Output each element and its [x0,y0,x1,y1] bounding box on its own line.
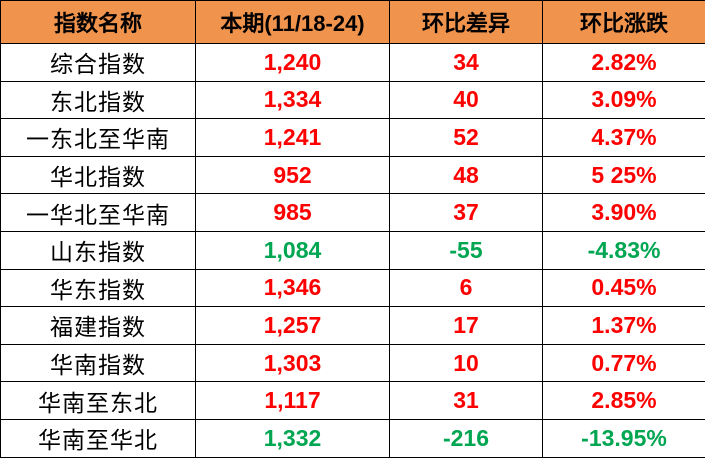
cell-index-name: 华北指数 [1,156,196,194]
column-header-index-name: 指数名称 [1,1,196,44]
cell-period-diff: 6 [390,269,543,307]
cell-period-diff: -55 [390,231,543,269]
cell-index-name: 综合指数 [1,44,196,82]
cell-period-diff: 48 [390,156,543,194]
cell-index-name: 福建指数 [1,307,196,345]
cell-period-diff: 52 [390,119,543,157]
cell-period-diff: 40 [390,81,543,119]
cell-current-value: 1,332 [196,419,390,457]
cell-period-change: 1.37% [543,307,705,345]
table-header: 指数名称 本期(11/18-24) 环比差异 环比涨跌 [1,1,705,44]
cell-index-name: 山东指数 [1,231,196,269]
column-header-current-period: 本期(11/18-24) [196,1,390,44]
cell-period-change: -4.83% [543,231,705,269]
cell-index-name: 一华北至华南 [1,194,196,232]
cell-current-value: 1,346 [196,269,390,307]
cell-period-change: 5 25% [543,156,705,194]
cell-index-name: 东北指数 [1,81,196,119]
cell-index-name: 华南至华北 [1,419,196,457]
cell-period-change: 4.37% [543,119,705,157]
cell-current-value: 985 [196,194,390,232]
cell-period-change: 3.90% [543,194,705,232]
cell-period-change: 3.09% [543,81,705,119]
column-header-period-diff: 环比差异 [390,1,543,44]
cell-index-name: 一东北至华南 [1,119,196,157]
cell-index-name: 华东指数 [1,269,196,307]
cell-current-value: 1,334 [196,81,390,119]
cell-period-diff: 17 [390,307,543,345]
cell-period-diff: 37 [390,194,543,232]
cell-current-value: 952 [196,156,390,194]
cell-period-diff: 34 [390,44,543,82]
cell-period-change: 0.77% [543,344,705,382]
cell-index-name: 华南至东北 [1,382,196,420]
cell-period-diff: 10 [390,344,543,382]
cell-period-change: 2.85% [543,382,705,420]
cell-current-value: 1,241 [196,119,390,157]
cell-current-value: 1,084 [196,231,390,269]
cell-period-change: -13.95% [543,419,705,457]
cell-period-change: 0.45% [543,269,705,307]
column-header-period-change: 环比涨跌 [543,1,705,44]
cell-period-diff: 31 [390,382,543,420]
cell-current-value: 1,117 [196,382,390,420]
cell-index-name: 华南指数 [1,344,196,382]
cell-current-value: 1,257 [196,307,390,345]
cell-current-value: 1,240 [196,44,390,82]
cell-current-value: 1,303 [196,344,390,382]
cell-period-diff: -216 [390,419,543,457]
cell-period-change: 2.82% [543,44,705,82]
header-row: 指数名称 本期(11/18-24) 环比差异 环比涨跌 [1,1,705,44]
